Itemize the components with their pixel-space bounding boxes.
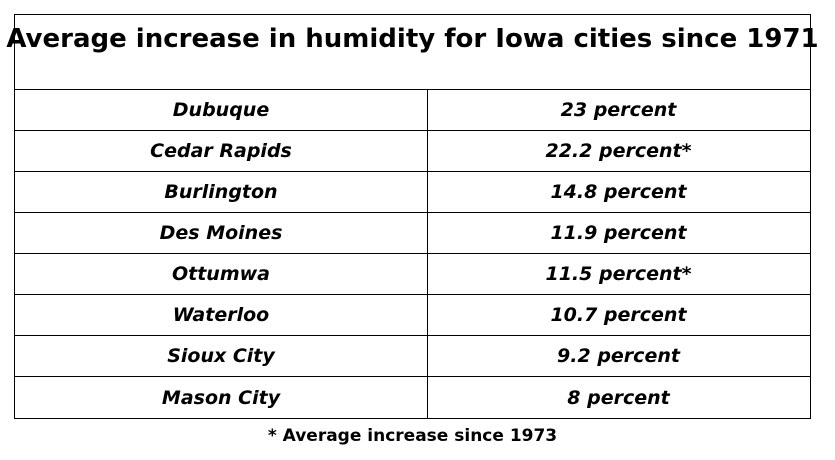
- city-cell: Waterloo: [172, 304, 270, 326]
- value-cell: 10.7 percent: [550, 304, 687, 326]
- humidity-table: Average increase in humidity for Iowa ci…: [6, 14, 819, 419]
- value-cell: 8 percent: [567, 386, 670, 409]
- city-cell: Dubuque: [172, 99, 270, 121]
- value-cell: 22.2 percent*: [545, 140, 692, 162]
- value-cell: 9.2 percent: [557, 345, 680, 367]
- table-row: Sioux City 9.2 percent: [15, 336, 810, 377]
- table-row: Ottumwa 11.5 percent*: [15, 254, 810, 295]
- city-cell: Burlington: [164, 181, 278, 203]
- value-cell: 11.9 percent: [550, 222, 687, 244]
- value-cell: 23 percent: [560, 99, 677, 121]
- table-row: Cedar Rapids 22.2 percent*: [15, 131, 810, 172]
- column-divider: [427, 90, 428, 418]
- city-cell: Mason City: [161, 386, 281, 409]
- city-cell: Sioux City: [167, 345, 275, 367]
- city-cell: Cedar Rapids: [150, 140, 292, 162]
- table-row: Dubuque 23 percent: [15, 90, 810, 131]
- table-row: Waterloo 10.7 percent: [15, 295, 810, 336]
- city-cell: Des Moines: [159, 222, 283, 244]
- table-footnote: * Average increase since 1973: [267, 426, 558, 446]
- table-row: Mason City 8 percent: [15, 377, 810, 418]
- table-row: Burlington 14.8 percent: [15, 172, 810, 213]
- value-cell: 14.8 percent: [550, 181, 687, 203]
- table-row: Des Moines 11.9 percent: [15, 213, 810, 254]
- city-cell: Ottumwa: [171, 263, 270, 285]
- table-title-cell: Average increase in humidity for Iowa ci…: [6, 15, 819, 90]
- table-title: Average increase in humidity for Iowa ci…: [6, 24, 819, 54]
- value-cell: 11.5 percent*: [545, 263, 692, 285]
